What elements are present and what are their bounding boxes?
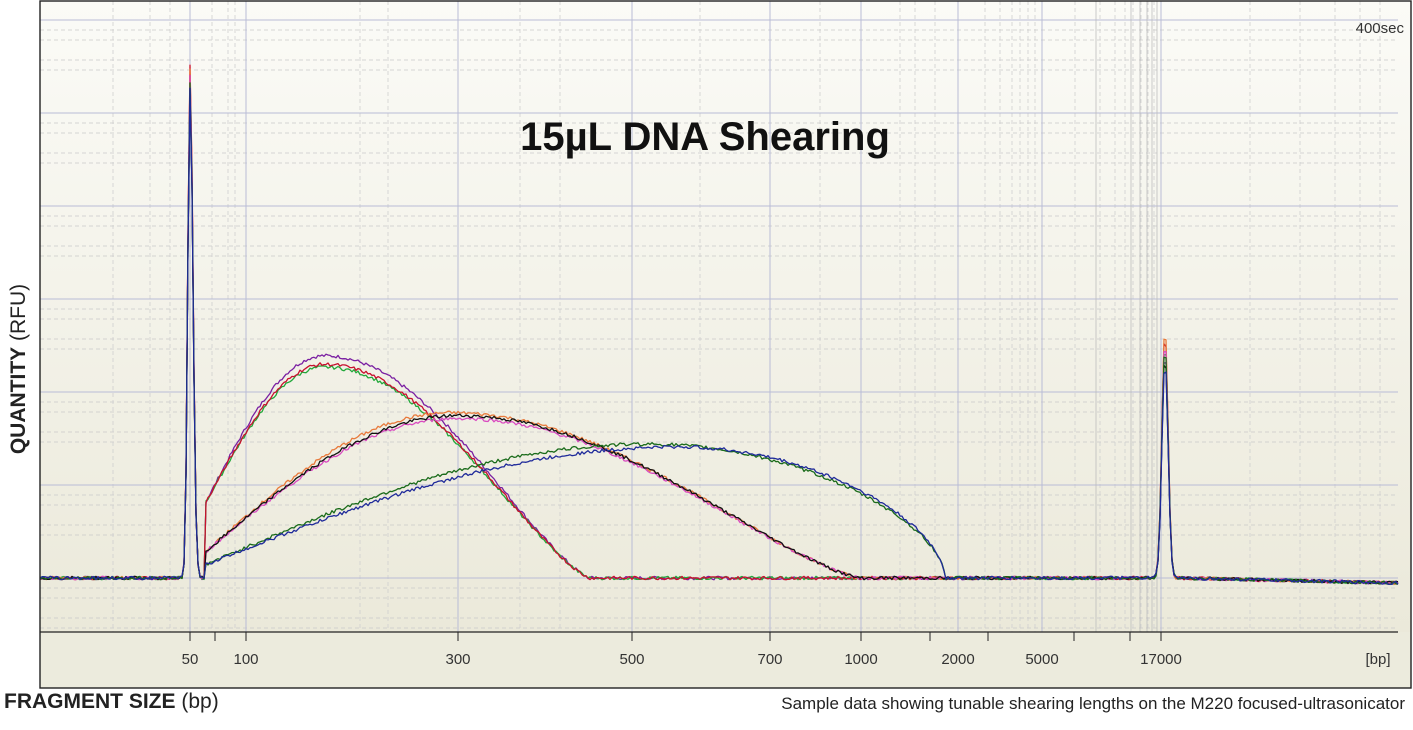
plot-background [40,1,1411,632]
trace-layer [39,64,1399,586]
x-tick-label: 5000 [1025,651,1058,668]
x-tick-label: 100 [233,651,258,668]
x-axis-label-bold: FRAGMENT SIZE [4,690,176,713]
chart-caption: Sample data showing tunable shearing len… [781,694,1405,713]
x-unit-tick-label: [bp] [1365,651,1390,668]
x-tick-label: 300 [445,651,470,668]
y-axis-label: QUANTITY (RFU) [7,284,31,454]
x-tick-label: 17000 [1140,651,1182,668]
x-tick-label: 700 [757,651,782,668]
x-tick-label: 50 [182,651,199,668]
x-axis-band [40,632,1411,688]
y-axis-label-wrap: QUANTITY (RFU) [2,238,36,500]
y-axis-label-bold: QUANTITY [7,346,30,455]
electropherogram-chart: 50 100 300 500 700 1000 2000 5000 17000 [bp] 400… [39,0,1412,689]
corner-label: 400sec [1356,20,1405,37]
x-tick-label: 2000 [941,651,974,668]
x-axis-label-unit: (bp) [181,690,219,713]
chart-title: 15µL DNA Shearing [520,115,890,159]
trace-line-8 [39,87,1399,586]
x-axis-ticks: 50 100 300 500 700 1000 2000 5000 17000 [182,632,1182,668]
x-tick-label: 1000 [844,651,877,668]
y-axis-label-unit: (RFU) [7,283,30,341]
x-tick-label: 500 [619,651,644,668]
x-axis-label: FRAGMENT SIZE (bp) [4,690,219,714]
minor-grid [40,1,1398,632]
major-grid [40,1,1398,632]
plot-frame [39,0,1412,689]
